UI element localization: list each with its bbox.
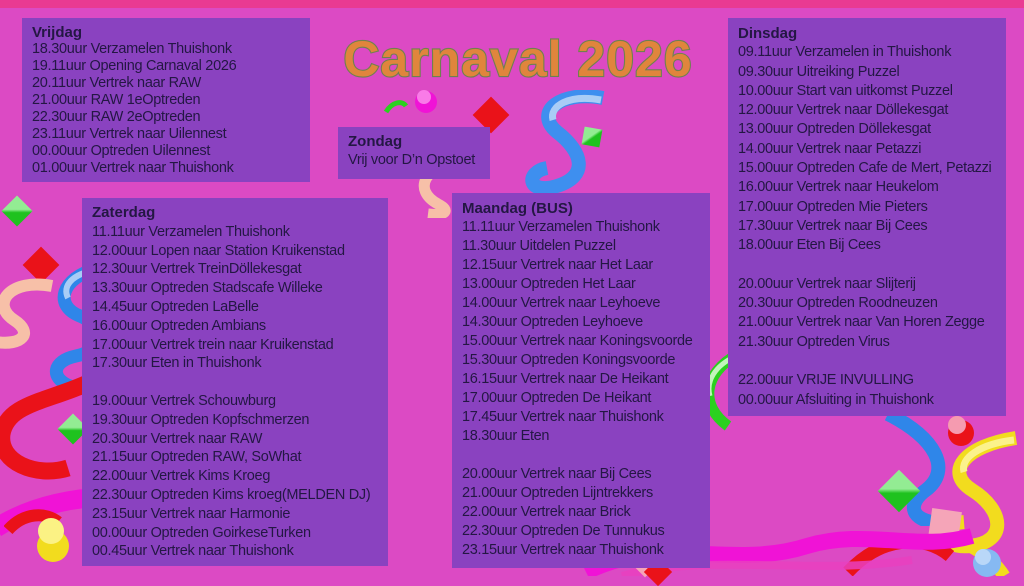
schedule-line: 18.00uur Eten Bij Cees <box>738 237 881 254</box>
schedule-lines-zaterdag: 11.11uur Verzamelen Thuishonk 12.00uur Lo… <box>92 223 378 561</box>
schedule-line: 21.00uur RAW 1eOptreden <box>32 92 201 108</box>
schedule-line: 22.00uur Vertrek Kims Kroeg <box>92 468 271 485</box>
schedule-line <box>92 373 378 392</box>
schedule-card-dinsdag: Dinsdag 09.11uur Verzamelen in Thuishonk… <box>728 18 1006 416</box>
schedule-line: 13.00uur Optreden Döllekesgat <box>738 121 931 138</box>
schedule-line <box>462 446 700 465</box>
confetti-blue-circle-right <box>973 549 1001 577</box>
confetti-green-square-mid <box>581 126 603 148</box>
schedule-line: 09.30uur Uitreiking Puzzel <box>738 63 900 80</box>
schedule-line: 12.30uur Vertrek TreinDöllekesgat <box>92 261 302 278</box>
schedule-line: 20.00uur Vertrek naar Bij Cees <box>462 466 652 482</box>
schedule-line: 12.15uur Vertrek naar Het Laar <box>462 257 653 273</box>
confetti-green-crescent-title <box>384 100 408 114</box>
schedule-line: 14.45uur Optreden LaBelle <box>92 298 259 315</box>
schedule-line: 12.00uur Vertrek naar Döllekesgat <box>738 102 949 119</box>
schedule-line: 09.11uur Verzamelen in Thuishonk <box>738 44 952 61</box>
schedule-line: 20.00uur Vertrek naar Slijterij <box>738 275 916 292</box>
top-border <box>0 0 1024 8</box>
schedule-line: 00.00uur Optreden Uilennest <box>32 143 211 159</box>
schedule-line <box>738 256 996 275</box>
schedule-line: 21.15uur Optreden RAW, SoWhat <box>92 449 302 466</box>
confetti-green-diamond-right <box>877 469 921 513</box>
schedule-line: 15.30uur Optreden Koningsvoorde <box>462 352 676 368</box>
schedule-lines-dinsdag: 09.11uur Verzamelen in Thuishonk 09.30uur… <box>738 43 996 410</box>
schedule-line: 14.00uur Vertrek naar Petazzi <box>738 140 922 157</box>
schedule-line: 20.11uur Vertrek naar RAW <box>32 75 201 91</box>
schedule-line: 22.30uur RAW 2eOptreden <box>32 109 201 125</box>
confetti-green-diamond-left <box>1 195 33 227</box>
streamer-peach-left <box>0 278 54 349</box>
schedule-line: Vrij voor D’n Opstoet <box>348 152 475 168</box>
schedule-line: 11.11uur Verzamelen Thuishonk <box>92 223 290 240</box>
schedule-line: 13.30uur Optreden Stadscafe Willeke <box>92 280 323 297</box>
schedule-line: 12.00uur Lopen naar Station Kruikenstad <box>92 242 345 259</box>
schedule-lines-vrijdag: 18.30uur Verzamelen Thuishonk 19.11uur Op… <box>32 41 300 177</box>
schedule-line: 13.00uur Optreden Het Laar <box>462 276 636 292</box>
schedule-line: 14.00uur Vertrek naar Leyhoeve <box>462 295 661 311</box>
schedule-line: 20.30uur Vertrek naar RAW <box>92 430 263 447</box>
schedule-card-vrijdag: Vrijdag 18.30uur Verzamelen Thuishonk 19.… <box>22 18 310 182</box>
schedule-line: 23.15uur Vertrek naar Thuishonk <box>462 542 664 558</box>
poster-title: Carnaval 2026 <box>342 30 693 88</box>
schedule-day-header-maandag: Maandag (BUS) <box>462 200 573 217</box>
schedule-line: 17.45uur Vertrek naar Thuishonk <box>462 409 664 425</box>
confetti-red-diamond-left <box>22 246 60 284</box>
schedule-line: 15.00uur Optreden Cafe de Mert, Petazzi <box>738 160 992 177</box>
schedule-line: 11.30uur Uitdelen Puzzel <box>462 238 616 254</box>
schedule-line: 23.11uur Vertrek naar Uilennest <box>32 126 227 142</box>
schedule-card-zondag: Zondag Vrij voor D’n Opstoet <box>338 127 490 179</box>
ribbon-red-small-left <box>4 509 62 535</box>
schedule-line: 11.11uur Verzamelen Thuishonk <box>462 219 660 235</box>
schedule-day-header-zondag: Zondag <box>348 133 403 150</box>
schedule-line: 22.00uur VRIJE INVULLING <box>738 372 914 389</box>
schedule-line: 18.30uur Eten <box>462 428 550 444</box>
streamer-blue-right <box>884 408 946 526</box>
schedule-line: 21.30uur Optreden Virus <box>738 333 890 350</box>
schedule-card-maandag: Maandag (BUS) 11.11uur Verzamelen Thuish… <box>452 193 710 568</box>
confetti-yellow-circle-left <box>37 518 69 562</box>
schedule-line: 22.00uur Vertrek naar Brick <box>462 504 631 520</box>
confetti-pink-square-right <box>928 508 962 542</box>
schedule-card-zaterdag: Zaterdag 11.11uur Verzamelen Thuishonk 12… <box>82 198 388 566</box>
schedule-line: 18.30uur Verzamelen Thuishonk <box>32 41 232 57</box>
schedule-line: 00.00uur Optreden GoirkeseTurken <box>92 524 311 541</box>
schedule-line: 22.30uur Optreden Kims kroeg(MELDEN DJ) <box>92 486 371 503</box>
schedule-line: 20.30uur Optreden Roodneuzen <box>738 295 938 312</box>
schedule-line: 17.00uur Vertrek trein naar Kruikenstad <box>92 336 334 353</box>
schedule-line: 19.11uur Opening Carnaval 2026 <box>32 58 237 74</box>
schedule-line: 21.00uur Vertrek naar Van Horen Zegge <box>738 314 985 331</box>
schedule-line: 17.30uur Vertrek naar Bij Cees <box>738 217 928 234</box>
schedule-day-header-zaterdag: Zaterdag <box>92 204 156 221</box>
schedule-line: 17.30uur Eten in Thuishonk <box>92 355 262 372</box>
schedule-day-header-vrijdag: Vrijdag <box>32 24 83 41</box>
schedule-line: 00.00uur Afsluiting in Thuishonk <box>738 391 934 408</box>
schedule-line: 22.30uur Optreden De Tunnukus <box>462 523 665 539</box>
ribbon-red-bottom-right <box>843 535 954 576</box>
schedule-line: 15.00uur Vertrek naar Koningsvoorde <box>462 333 693 349</box>
schedule-line: 19.30uur Optreden Kopfschmerzen <box>92 411 310 428</box>
schedule-lines-maandag: 11.11uur Verzamelen Thuishonk 11.30uur Ui… <box>462 218 700 560</box>
streamer-yellow-right <box>938 431 1018 576</box>
schedule-line: 16.15uur Vertrek naar De Heikant <box>462 371 669 387</box>
confetti-red-pink-circle-right <box>948 416 974 446</box>
schedule-line: 16.00uur Optreden Ambians <box>92 317 266 334</box>
schedule-line: 17.00uur Optreden Mie Pieters <box>738 198 928 215</box>
schedule-line: 10.00uur Start van uitkomst Puzzel <box>738 82 953 99</box>
schedule-lines-zondag: Vrij voor D’n Opstoet <box>348 151 480 170</box>
streamer-blue-mid <box>525 90 605 195</box>
schedule-day-header-dinsdag: Dinsdag <box>738 25 798 42</box>
schedule-line: 14.30uur Optreden Leyhoeve <box>462 314 643 330</box>
schedule-line: 17.00uur Optreden De Heikant <box>462 390 652 406</box>
schedule-line: 16.00uur Vertrek naar Heukelom <box>738 179 939 196</box>
schedule-line: 23.15uur Vertrek naar Harmonie <box>92 505 291 522</box>
schedule-line: 19.00uur Vertrek Schouwburg <box>92 392 276 409</box>
schedule-line <box>738 352 996 371</box>
schedule-line: 01.00uur Vertrek naar Thuishonk <box>32 160 234 176</box>
schedule-line: 21.00uur Optreden Lijntrekkers <box>462 485 653 501</box>
schedule-line: 00.45uur Vertrek naar Thuishonk <box>92 543 294 560</box>
confetti-magenta-circle-mid <box>415 90 437 113</box>
